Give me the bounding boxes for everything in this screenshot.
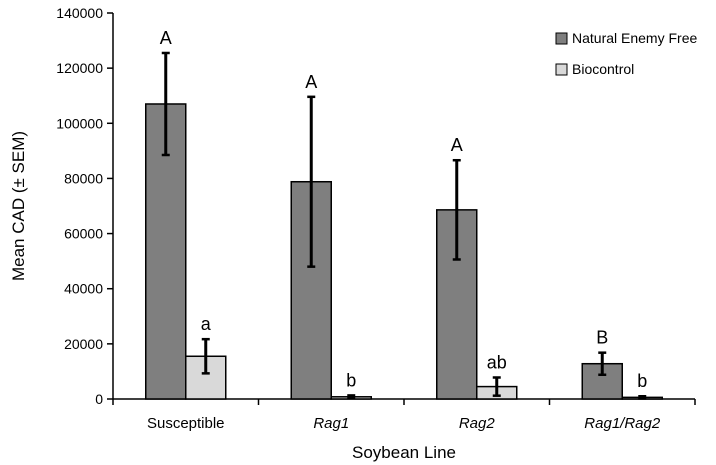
significance-letter: A xyxy=(305,72,317,92)
significance-letter: A xyxy=(160,28,172,48)
x-ticks xyxy=(112,399,696,405)
x-category-label: Susceptible xyxy=(147,415,225,432)
category-labels: Susceptible Rag1 Rag2 Rag1/Rag2 xyxy=(147,415,661,432)
y-tick-label: 20000 xyxy=(64,336,103,352)
significance-letter: b xyxy=(637,371,647,391)
y-tick-label: 120000 xyxy=(56,60,103,76)
y-tick-label: 40000 xyxy=(64,281,103,297)
significance-letter: ab xyxy=(487,352,507,372)
error-bars xyxy=(161,51,647,400)
y-ticks: 0 20000 40000 60000 80000 100000 120000 140000 xyxy=(56,5,113,407)
x-category-label: Rag1 xyxy=(313,415,349,432)
y-tick-label: 100000 xyxy=(56,115,103,131)
y-axis-title: Mean CAD (± SEM) xyxy=(9,131,28,281)
legend-label-biocontrol: Biocontrol xyxy=(572,61,634,77)
y-tick-label: 80000 xyxy=(64,170,103,186)
significance-letter: A xyxy=(451,135,463,155)
x-category-label: Rag1/Rag2 xyxy=(584,415,661,432)
y-tick-label: 0 xyxy=(95,391,103,407)
legend-swatch-natural-enemy-free xyxy=(555,32,568,45)
significance-letter: b xyxy=(346,370,356,390)
significance-letter: B xyxy=(596,328,608,348)
x-axis-title: Soybean Line xyxy=(352,443,456,462)
significance-letters: Aa Ab Aab Bb xyxy=(160,28,648,391)
y-tick-label: 140000 xyxy=(56,5,103,21)
bars xyxy=(145,103,663,400)
legend-label-natural-enemy-free: Natural Enemy Free xyxy=(572,30,697,46)
x-category-label: Rag2 xyxy=(459,415,496,432)
significance-letter: a xyxy=(201,314,212,334)
y-tick-label: 60000 xyxy=(64,226,103,242)
legend: Natural Enemy Free Biocontrol xyxy=(555,30,697,77)
legend-swatch-biocontrol xyxy=(555,63,568,76)
